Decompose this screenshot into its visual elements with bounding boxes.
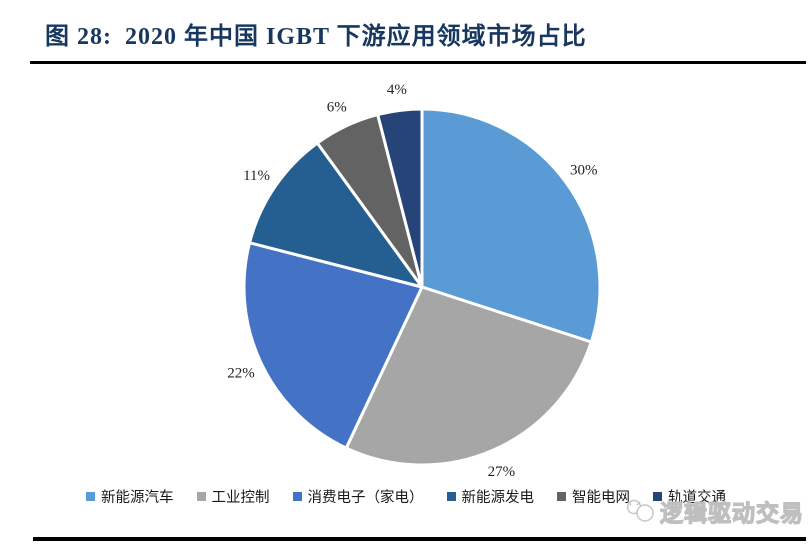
legend-label: 消费电子（家电） [307, 490, 424, 506]
watermark: 逻辑驱动交易 [622, 494, 804, 528]
pie-slice-4 [248, 141, 424, 289]
slice-value-label-1: 30% [570, 163, 598, 179]
slice-value-label-5: 6% [327, 99, 347, 115]
legend-label: 智能电网 [572, 490, 630, 506]
pie-slice-1 [420, 107, 602, 344]
slice-value-label-2: 27% [488, 464, 516, 480]
legend-item: 新能源汽车 [86, 486, 174, 507]
slice-value-label-4: 11% [243, 168, 270, 184]
chart-legend: 新能源汽车 工业控制 消费电子（家电） 新能源发电 智能电网 轨道交通 [0, 486, 812, 507]
legend-color-swatch [446, 492, 456, 501]
legend-label: 轨道交通 [668, 490, 726, 506]
slice-value-label-6: 4% [387, 82, 407, 98]
pie-slice-2 [344, 285, 593, 467]
pie-slice-3 [242, 241, 424, 450]
figure-number-label: 图 28: [45, 24, 112, 50]
legend-label: 新能源发电 [461, 490, 535, 506]
legend-label: 工业控制 [211, 490, 270, 506]
bottom-border-line [33, 537, 806, 541]
legend-label: 新能源汽车 [101, 490, 174, 506]
legend-item: 新能源发电 [446, 486, 535, 507]
pie-slice-6 [376, 107, 424, 289]
legend-item: 轨道交通 [653, 486, 726, 507]
figure-title-text: 2020 年中国 IGBT 下游应用领域市场占比 [125, 24, 587, 50]
slice-value-label-3: 22% [227, 365, 255, 381]
title-divider-line [30, 61, 806, 64]
watermark-text: 逻辑驱动交易 [659, 500, 804, 526]
legend-color-swatch [557, 492, 566, 501]
legend-color-swatch [653, 492, 662, 501]
watermark-logo-icon [626, 499, 654, 522]
legend-item: 消费电子（家电） [292, 486, 424, 507]
legend-item: 智能电网 [557, 486, 630, 507]
figure-title: 图 28: 2020 年中国 IGBT 下游应用领域市场占比 [45, 16, 587, 51]
legend-color-swatch [86, 492, 95, 501]
legend-color-swatch [292, 492, 302, 501]
legend-item: 工业控制 [196, 486, 270, 507]
pie-chart: 30% 27% 22% 11% 6% 4% [227, 82, 602, 480]
legend-color-swatch [196, 492, 206, 501]
